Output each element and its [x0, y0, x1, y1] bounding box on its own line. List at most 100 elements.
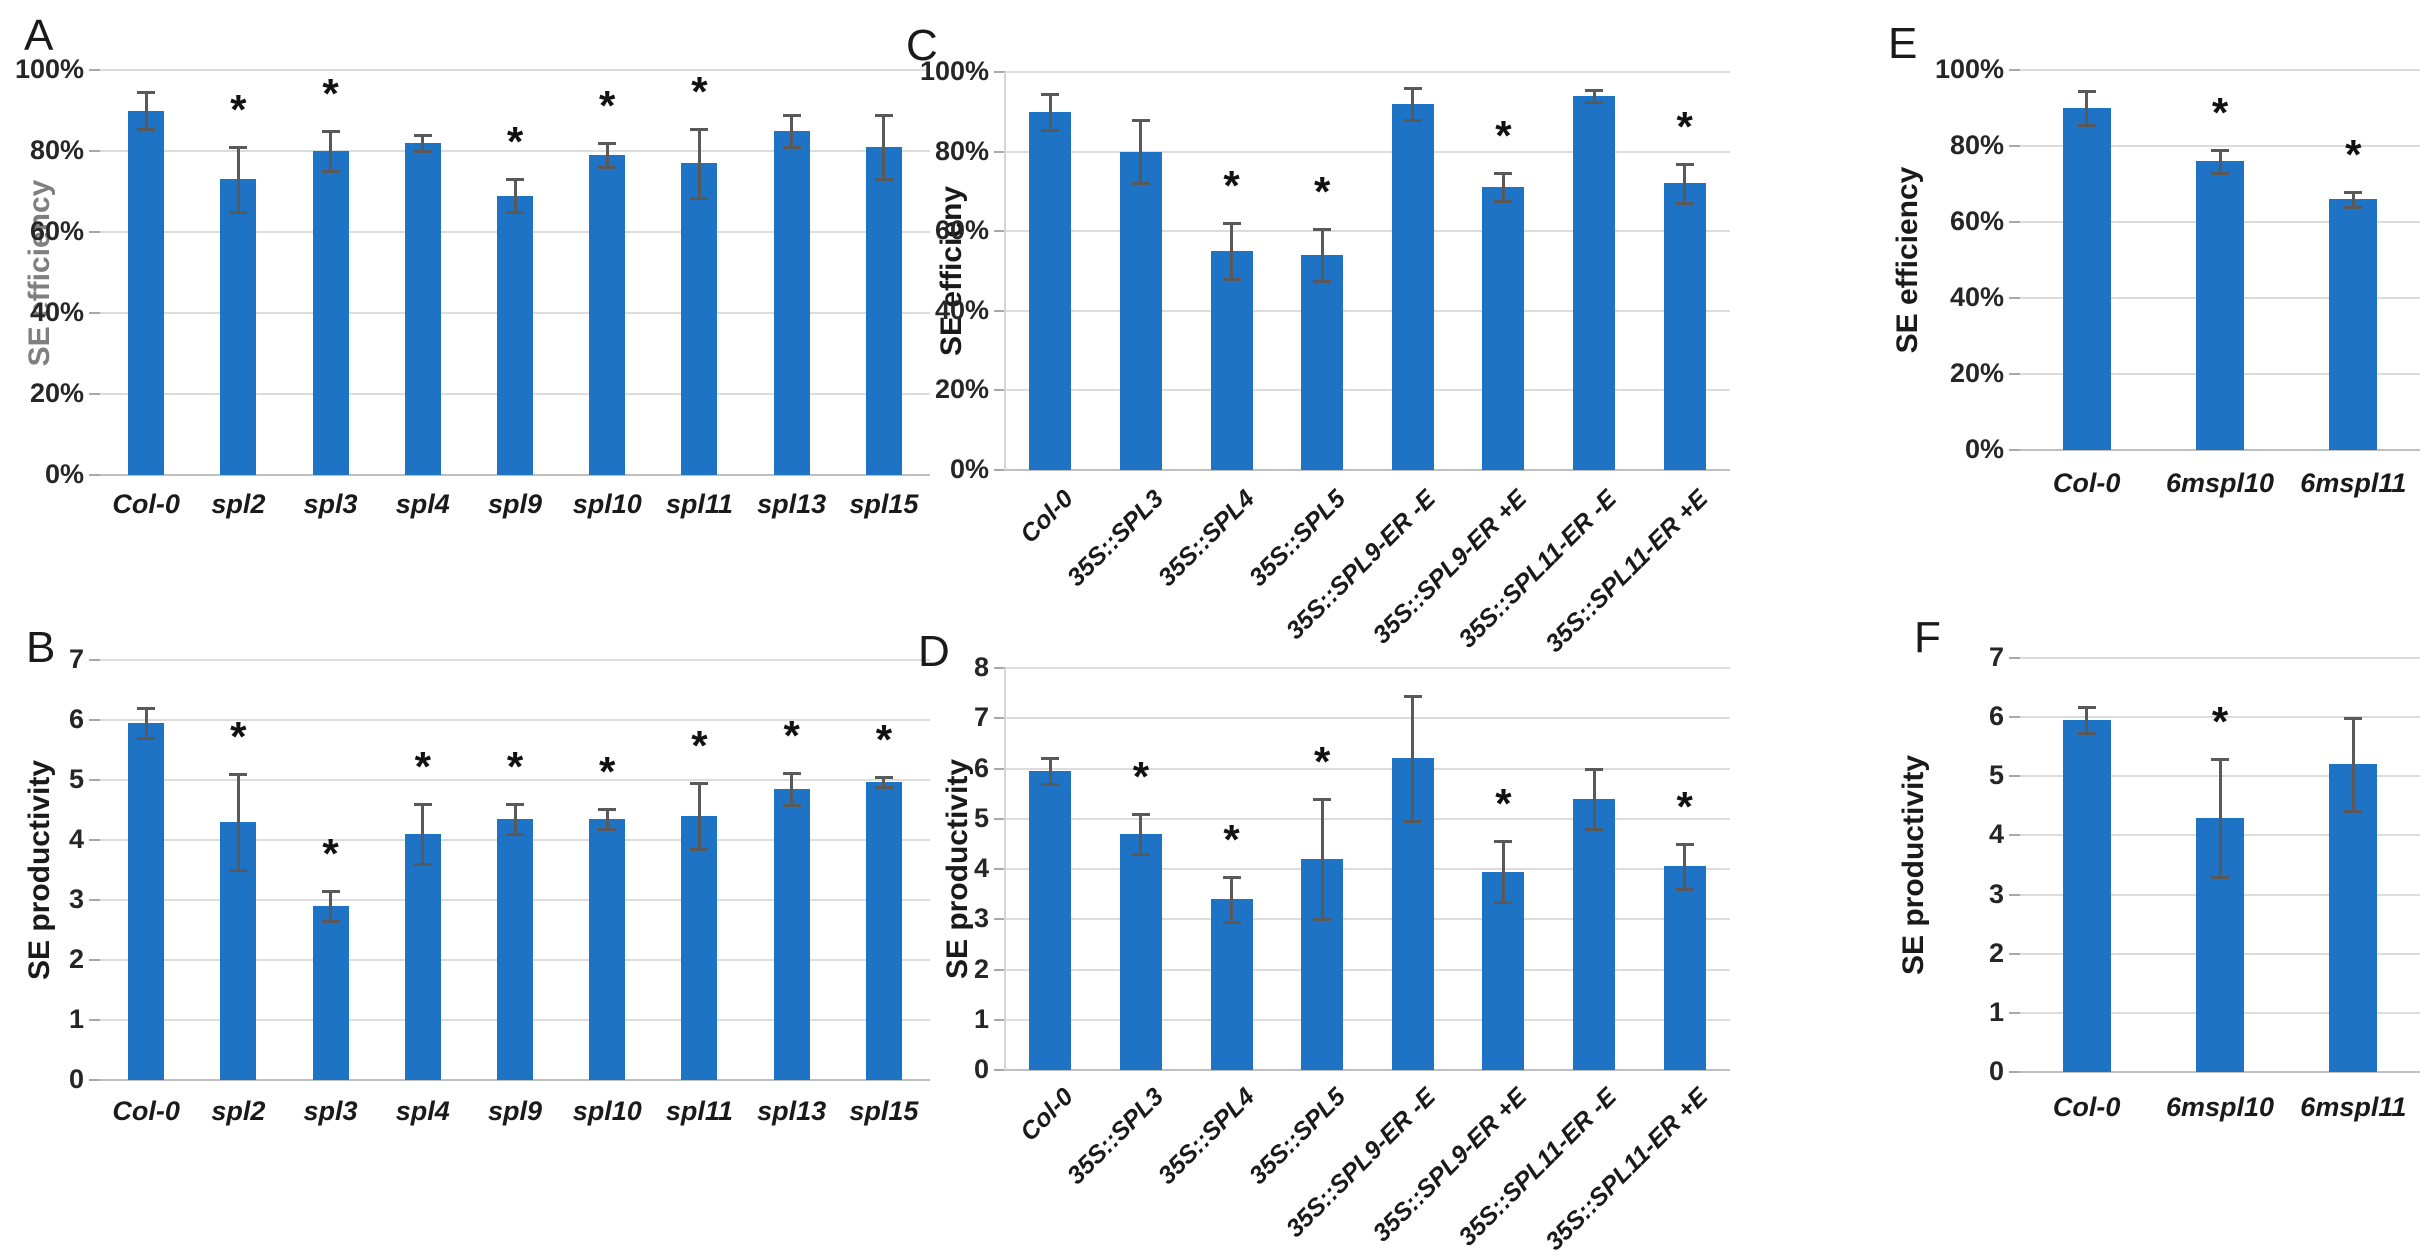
panel-label-A: A — [24, 11, 54, 60]
error-bar-cap-bottom — [229, 869, 248, 872]
error-bar-B-spl15 — [882, 777, 886, 787]
y-tick-label-B: 0 — [68, 1064, 84, 1094]
error-bar-C-35S::SPL11-ER +E — [1683, 163, 1687, 204]
error-bar-B-spl4 — [421, 804, 425, 864]
error-bar-A-spl4 — [421, 134, 425, 151]
gridline-D — [1005, 918, 1730, 921]
bar-A-Col-0 — [128, 110, 165, 475]
x-category-label-E: 6mspl11 — [2300, 468, 2407, 498]
y-axis-title-C: SE efficieny — [935, 185, 968, 357]
bar-C-Col-0 — [1029, 111, 1072, 470]
y-tick-label-E: 20% — [1949, 358, 2004, 388]
gridline-B — [100, 779, 930, 781]
error-bar-A-spl10 — [605, 142, 609, 168]
y-tick-mark-B — [89, 1019, 100, 1021]
y-tick-label-B: 3 — [68, 884, 84, 914]
error-bar-cap-bottom — [2211, 875, 2229, 879]
significance-asterisk-D-35S::SPL3: * — [1132, 752, 1150, 800]
error-bar-cap-bottom — [321, 920, 340, 923]
bar-C-35S::SPL3 — [1119, 151, 1162, 470]
y-tick-mark-A — [89, 474, 100, 476]
x-category-label-B: spl10 — [572, 1096, 642, 1126]
x-category-label-A: spl4 — [395, 489, 450, 519]
y-tick-label-F: 3 — [1988, 878, 2004, 909]
x-category-label-A: spl11 — [665, 489, 733, 519]
gridline-C — [1005, 389, 1730, 392]
panel-label-E: E — [1888, 19, 1918, 68]
gridline-D — [1005, 767, 1730, 770]
gridline-F — [2020, 657, 2420, 659]
bar-D-35S::SPL11-ER +E — [1663, 866, 1706, 1070]
error-bar-cap-bottom — [782, 145, 801, 149]
error-bar-cap-bottom — [874, 785, 893, 789]
significance-asterisk-A-spl10: * — [599, 81, 616, 129]
gridline-B — [100, 659, 930, 661]
error-bar-cap-top — [413, 133, 432, 137]
x-category-label-E: Col-0 — [2052, 468, 2121, 498]
bar-B-spl15 — [865, 781, 902, 1080]
y-tick-label-C: 60% — [934, 215, 989, 246]
y-axis-title-A: SE efficiency — [23, 179, 56, 366]
error-bar-F-6mspl11 — [2351, 718, 2355, 811]
error-bar-cap-top — [2211, 148, 2229, 152]
x-axis-line-E — [2020, 449, 2420, 451]
error-bar-B-spl10 — [605, 808, 609, 830]
y-tick-label-D: 2 — [973, 953, 989, 984]
y-tick-label-D: 1 — [973, 1003, 989, 1034]
y-tick-label-E: 80% — [1949, 130, 2004, 160]
x-category-label-A: spl2 — [211, 489, 266, 519]
error-bar-B-Col-0 — [144, 708, 148, 738]
error-bar-cap-bottom — [1041, 782, 1060, 786]
gridline-C — [1005, 230, 1730, 233]
error-bar-cap-bottom — [1403, 820, 1422, 824]
error-bar-D-35S::SPL4 — [1230, 876, 1234, 922]
bar-A-spl13 — [773, 130, 810, 475]
significance-asterisk-A-spl3: * — [322, 69, 339, 117]
error-bar-B-spl13 — [790, 772, 794, 806]
y-tick-label-C: 0% — [949, 454, 989, 484]
error-bar-cap-top — [229, 773, 248, 776]
error-bar-cap-bottom — [1675, 202, 1694, 206]
error-bar-E-6mspl11 — [2351, 191, 2355, 207]
y-tick-label-D: 7 — [973, 702, 989, 733]
bar-A-spl4 — [404, 142, 441, 475]
x-category-label-D: 35S::SPL9-ER +E — [1367, 1082, 1532, 1248]
y-tick-mark-D — [994, 1018, 1005, 1021]
error-bar-cap-top — [321, 129, 340, 133]
x-category-label-B: spl2 — [211, 1096, 266, 1126]
gridline-D — [1005, 817, 1730, 820]
x-category-label-A: Col-0 — [112, 489, 180, 519]
bar-C-35S::SPL4 — [1210, 251, 1253, 470]
x-category-label-C: 35S::SPL11-ER -E — [1453, 484, 1623, 654]
gridline-C — [1005, 309, 1730, 312]
error-bar-cap-bottom — [2077, 732, 2096, 736]
error-bar-cap-top — [2077, 706, 2096, 710]
error-bar-cap-top — [1041, 757, 1060, 761]
error-bar-cap-top — [598, 807, 617, 811]
error-bar-cap-bottom — [874, 178, 893, 182]
y-axis-line-D — [1004, 668, 1006, 1070]
error-bar-cap-bottom — [2211, 171, 2229, 175]
y-tick-label-B: 5 — [68, 764, 84, 794]
y-tick-mark-A — [89, 312, 100, 314]
bar-B-spl10 — [589, 819, 626, 1080]
error-bar-C-35S::SPL4 — [1230, 223, 1234, 279]
y-tick-label-A: 0% — [44, 459, 84, 489]
y-tick-mark-B — [89, 659, 100, 661]
error-bar-cap-top — [1313, 228, 1332, 232]
error-bar-cap-top — [413, 803, 432, 806]
y-tick-label-F: 5 — [1988, 760, 2004, 791]
significance-asterisk-A-spl2: * — [230, 85, 247, 133]
significance-asterisk-A-spl11: * — [691, 67, 708, 115]
bar-C-35S::SPL9-ER -E — [1391, 103, 1434, 470]
error-bar-C-35S::SPL11-ER -E — [1592, 89, 1596, 102]
error-bar-B-spl9 — [513, 804, 517, 834]
significance-asterisk-B-spl10: * — [599, 747, 616, 795]
gridline-C — [1005, 71, 1730, 73]
y-tick-mark-C — [994, 469, 1005, 471]
error-bar-cap-top — [137, 707, 156, 710]
y-axis-line-C — [1004, 72, 1006, 470]
y-tick-mark-F — [2009, 775, 2020, 778]
error-bar-cap-top — [690, 782, 709, 785]
